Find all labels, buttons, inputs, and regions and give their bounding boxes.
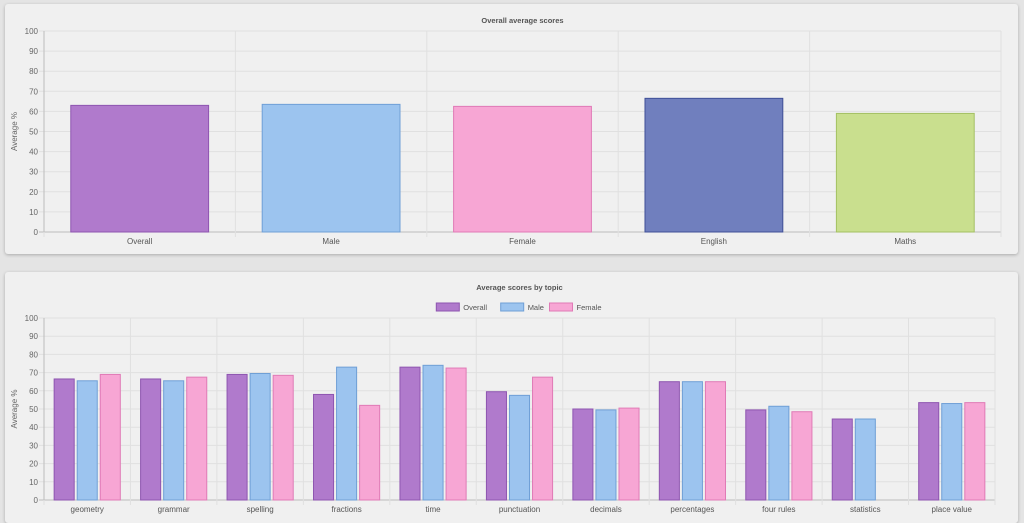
y-tick-label: 0 xyxy=(34,496,39,505)
bar-female-punctuation xyxy=(532,376,554,501)
y-tick-label: 90 xyxy=(29,47,38,56)
y-tick-label: 90 xyxy=(29,332,38,341)
chart-card-overall: Overall average scores 0 10 20 30 40 50 60 70 80 9… xyxy=(5,4,1018,254)
bar-male xyxy=(261,103,401,233)
bar-overall-statistics xyxy=(831,418,853,501)
bar-male-four-rules xyxy=(768,405,790,501)
overall-scores-chart: Overall average scores 0 10 20 30 40 50 60 70 80 9… xyxy=(10,16,1002,246)
y-tick-label: 80 xyxy=(29,350,38,359)
y-tick-label: 70 xyxy=(29,87,38,96)
chart-title: Overall average scores xyxy=(481,16,563,25)
x-tick-label: grammar xyxy=(158,505,190,514)
chart-title: Average scores by topic xyxy=(476,283,562,292)
bar-male-time xyxy=(422,364,444,501)
bar-overall-percentages xyxy=(658,381,680,501)
bar-overall-geometry xyxy=(53,378,75,501)
bar-male-grammar xyxy=(163,380,185,501)
x-tick-label: four rules xyxy=(762,505,795,514)
y-tick-label: 40 xyxy=(29,423,38,432)
x-tick-label: decimals xyxy=(590,505,622,514)
bar-male-geometry xyxy=(76,380,98,501)
bar-female-decimals xyxy=(618,407,640,501)
y-tick-label: 40 xyxy=(29,148,38,157)
bar-overall-four-rules xyxy=(745,409,767,501)
bar-female-fractions xyxy=(359,404,381,501)
x-tick-label: Male xyxy=(322,237,340,246)
y-tick-label: 60 xyxy=(29,107,38,116)
x-tick-label: spelling xyxy=(247,505,274,514)
bar-maths xyxy=(835,112,975,233)
bar-female-percentages xyxy=(704,381,726,501)
bar-male-statistics xyxy=(854,418,876,501)
x-tick-label: English xyxy=(701,237,727,246)
y-tick-label: 10 xyxy=(29,478,38,487)
bar-male-punctuation xyxy=(508,394,531,501)
bar-overall-punctuation xyxy=(485,391,507,501)
bar-male-spelling xyxy=(249,373,271,501)
bar-overall-place-value xyxy=(918,402,940,501)
bar-male-fractions xyxy=(336,366,358,501)
bar-male-percentages xyxy=(681,381,703,501)
x-tick-label: time xyxy=(425,505,441,514)
bar-overall-grammar xyxy=(140,378,162,501)
x-tick-label: place value xyxy=(932,505,973,514)
x-tick-label: statistics xyxy=(850,505,881,514)
y-tick-label: 10 xyxy=(29,208,38,217)
x-tick-label: Maths xyxy=(894,237,916,246)
x-tick-label: fractions xyxy=(331,505,361,514)
bar-female-geometry xyxy=(99,373,121,501)
y-axis-label: Average % xyxy=(10,112,19,151)
bar-male-decimals xyxy=(595,409,617,501)
y-tick-label: 80 xyxy=(29,67,38,76)
bar-overall-spelling xyxy=(226,373,248,501)
y-tick-label: 20 xyxy=(29,460,38,469)
legend-swatch-female xyxy=(549,302,573,312)
bar-female-four-rules xyxy=(791,411,813,501)
y-tick-label: 30 xyxy=(29,168,38,177)
x-tick-label: Female xyxy=(509,237,536,246)
y-tick-label: 30 xyxy=(29,441,38,450)
legend-label-overall: Overall xyxy=(463,303,487,312)
y-tick-label: 0 xyxy=(34,228,39,237)
y-tick-label: 100 xyxy=(25,27,39,36)
bar-female-place-value xyxy=(964,402,986,501)
bar-male-place-value xyxy=(941,403,963,501)
x-tick-label: punctuation xyxy=(499,505,540,514)
topic-scores-chart: Average scores by topic 0 10 20 30 40 50 60 70 80… xyxy=(10,283,996,514)
bar-overall xyxy=(70,104,210,233)
x-tick-label: Overall xyxy=(127,237,153,246)
y-axis-label: Average % xyxy=(10,390,19,429)
bar-overall-time xyxy=(399,366,421,501)
x-tick-label: percentages xyxy=(670,505,714,514)
y-tick-label: 100 xyxy=(25,314,39,323)
y-tick-label: 70 xyxy=(29,369,38,378)
y-tick-label: 60 xyxy=(29,387,38,396)
y-tick-label: 50 xyxy=(29,405,38,414)
bar-female-spelling xyxy=(272,374,294,501)
legend-swatch-male xyxy=(500,302,525,312)
x-tick-label: geometry xyxy=(71,505,104,514)
legend-label-female: Female xyxy=(577,303,602,312)
bar-female xyxy=(453,105,592,233)
bar-overall-fractions xyxy=(313,393,335,501)
bar-english xyxy=(644,97,784,233)
bar-overall-decimals xyxy=(572,408,594,501)
y-tick-label: 50 xyxy=(29,128,38,137)
bar-female-time xyxy=(445,367,467,501)
y-tick-label: 20 xyxy=(29,188,38,197)
chart-card-topics: Average scores by topic 0 10 20 30 40 50 60 70 80… xyxy=(5,272,1018,523)
legend-label-male: Male xyxy=(528,303,544,312)
legend-swatch-overall xyxy=(435,302,460,312)
bar-female-grammar xyxy=(186,376,208,501)
